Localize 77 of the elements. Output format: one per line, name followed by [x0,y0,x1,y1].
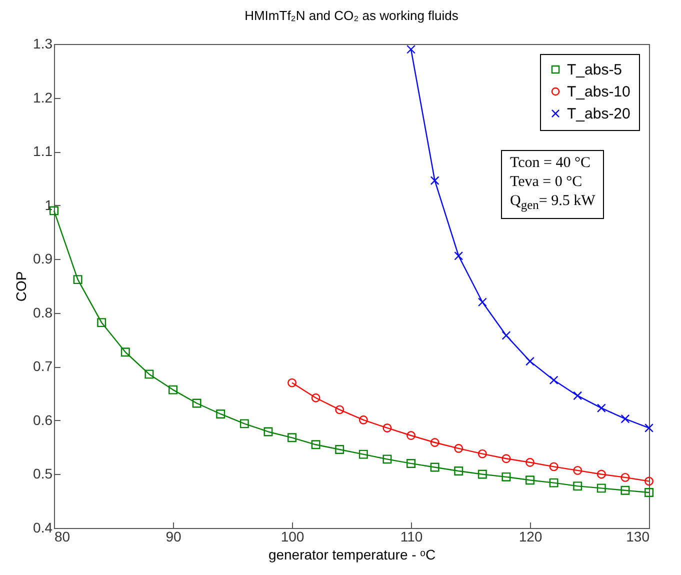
annotation: Teva = 0 °C [510,174,582,190]
point [596,470,606,479]
point [573,391,582,400]
point [406,44,416,54]
point [526,476,534,485]
y-tick-label: 0.4 [33,520,53,536]
y-tick-label: 0.9 [33,250,53,267]
point [526,458,534,467]
x-axis-title: generator temperature - ᵒC [268,546,436,562]
point [620,486,630,495]
point [526,356,534,366]
point [382,454,392,464]
point [192,398,202,408]
x-tick-label: 110 [400,528,423,544]
legend-label: T_abs-10 [567,84,630,100]
y-tick-label: 0.6 [33,412,53,428]
point [73,275,82,284]
point [168,385,178,394]
point [406,431,416,440]
legend-label: T_abs-5 [567,62,622,78]
y-tick-label: 0.7 [33,358,53,374]
point [358,415,368,424]
point [573,466,582,475]
x-tick-label: 120 [518,528,542,544]
y-tick-label: 0.5 [33,466,53,482]
y-tick-label: 1.2 [33,89,53,106]
point [644,476,654,486]
point [288,433,296,442]
point [120,348,130,357]
point [311,440,320,450]
point [406,458,416,468]
point [144,370,154,379]
point [478,470,487,479]
point [430,176,440,186]
point [644,488,654,497]
x-tick-label: 90 [166,528,182,544]
point [430,438,440,447]
point [358,450,368,459]
y-axis-title: COP [13,271,30,302]
point [549,462,558,472]
point [620,414,630,424]
legend-label: T_abs-20 [567,106,630,122]
point [502,454,511,464]
point [478,449,487,458]
point [596,404,606,413]
point [502,331,511,340]
chart-title: HMImTf₂N and CO₂ as working fluids [244,8,459,23]
x-tick-label: 130 [626,528,650,544]
x-tick-label: 100 [280,528,304,544]
x-tick-label: 80 [54,528,70,544]
annotation: Q$_{gen}$= 9.5 kW [510,193,596,212]
point [596,484,606,493]
point [502,472,511,482]
point [216,410,226,418]
point [549,478,558,488]
point [573,482,582,491]
y-tick-label: 0.8 [33,304,53,320]
y-tick-label: 1 [44,196,53,213]
point [644,424,654,432]
point [97,318,106,328]
point [549,376,558,385]
point [311,393,320,402]
point [335,405,344,414]
point [620,472,630,482]
point [478,298,487,307]
point [240,419,249,428]
point [454,251,464,260]
y-tick-label: 1.1 [33,143,53,160]
point [454,444,464,453]
point [382,424,392,432]
y-tick-label: 1.3 [33,36,53,52]
point [454,466,464,476]
point [288,378,296,388]
point [335,445,344,454]
annotation: Tcon = 40 °C [510,155,590,171]
point [264,427,273,436]
point [430,462,440,472]
